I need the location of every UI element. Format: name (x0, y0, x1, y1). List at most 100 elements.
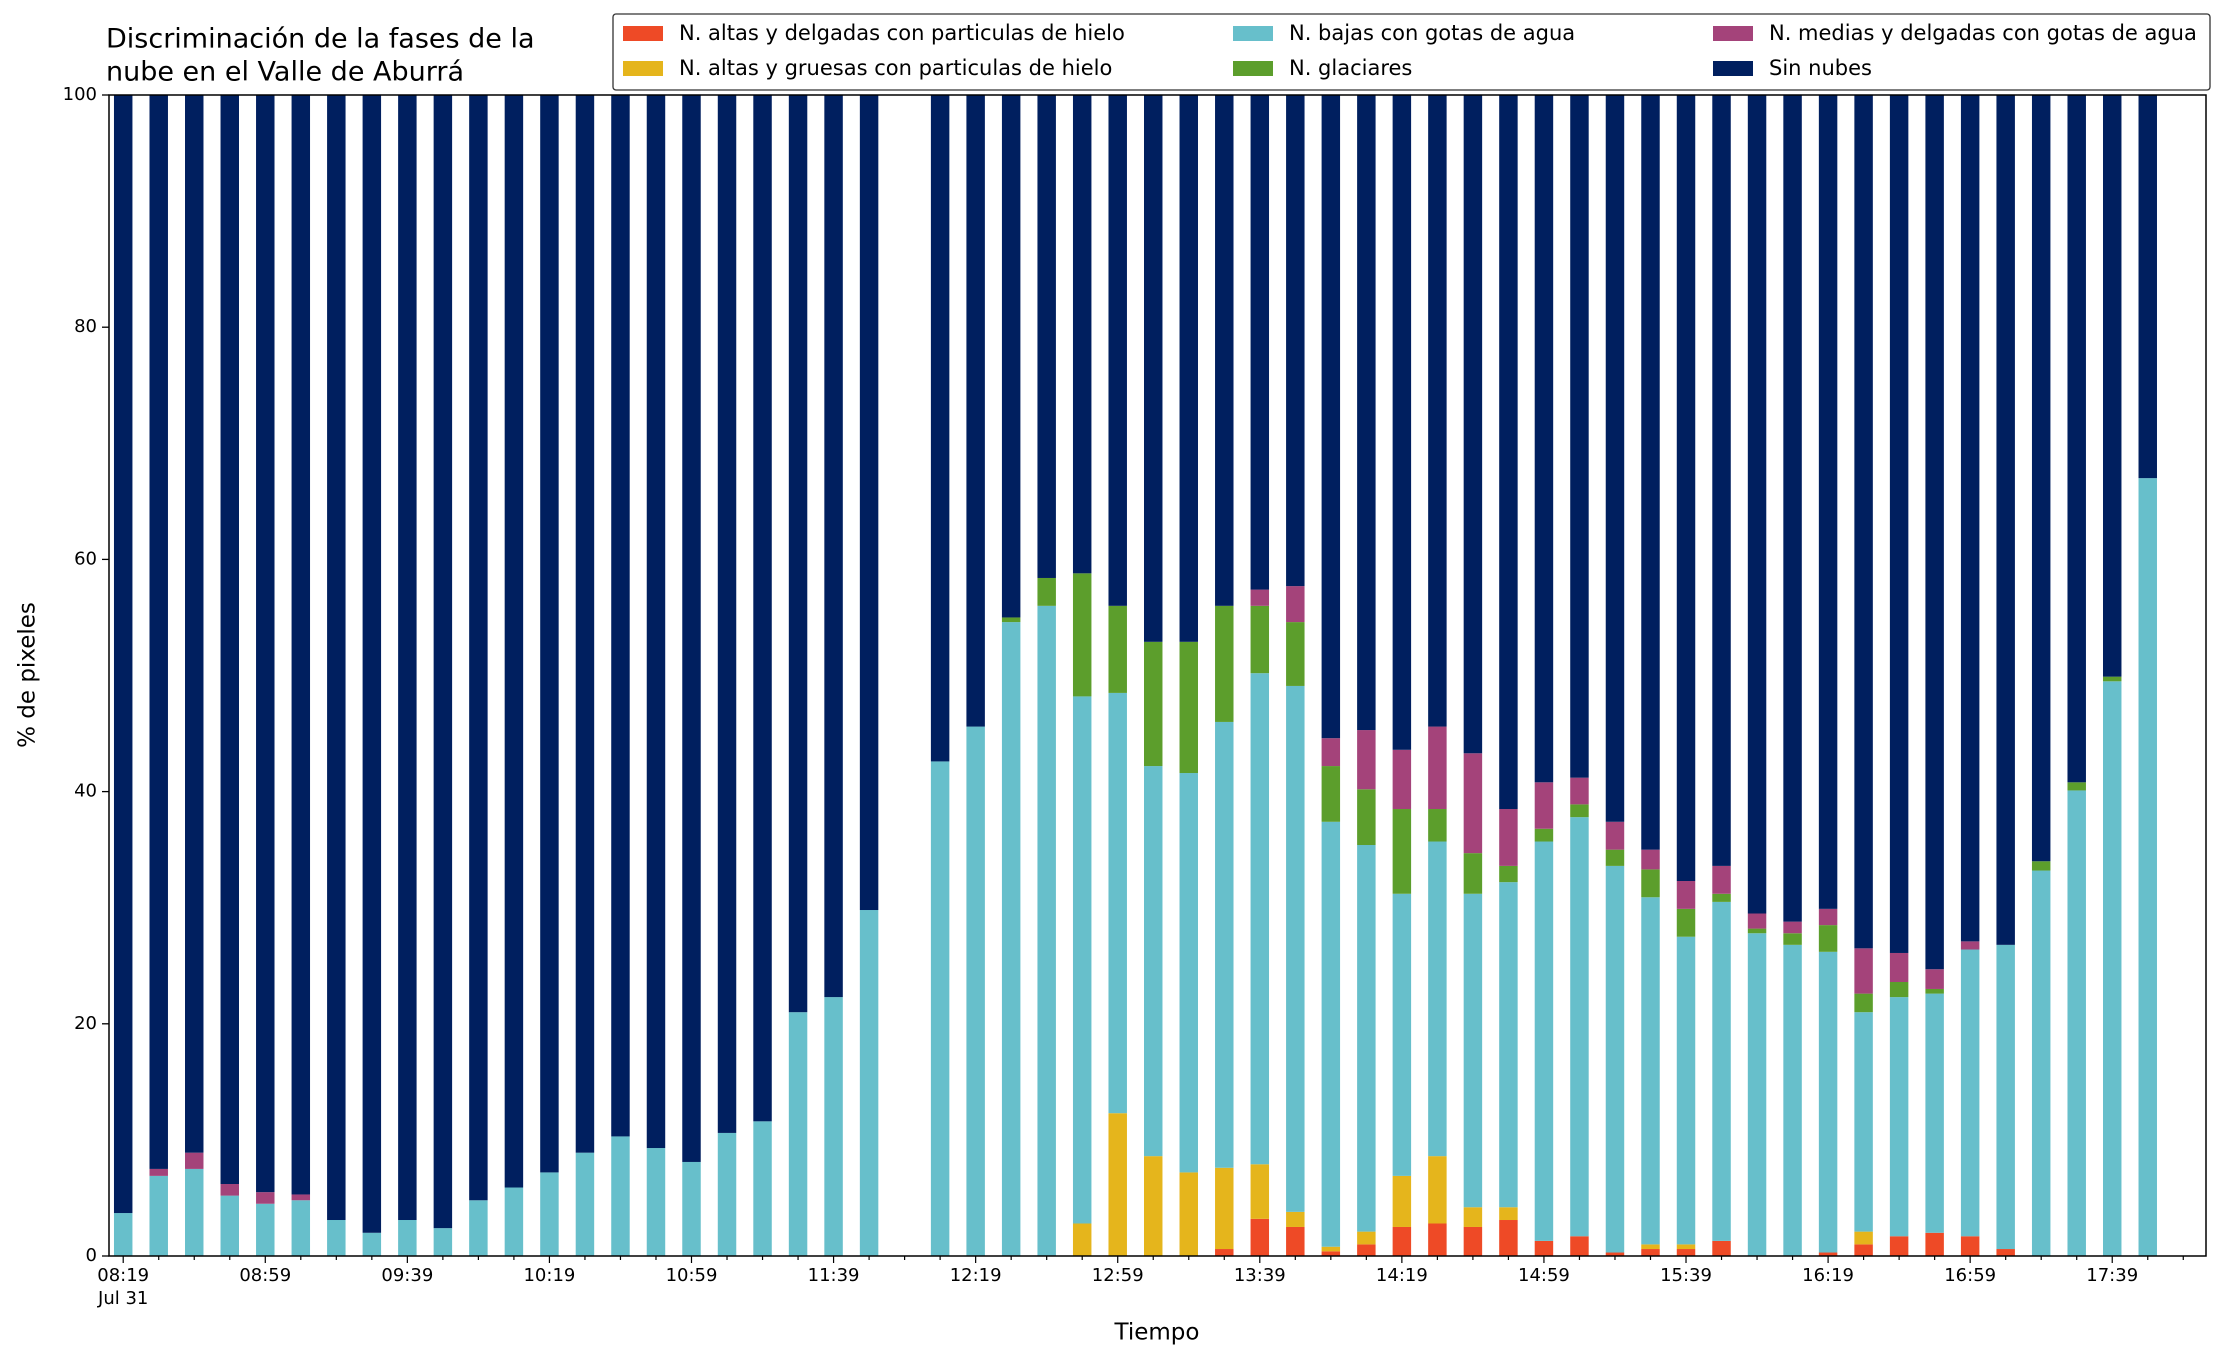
bar-segment (1250, 589, 1270, 606)
bar-segment (1463, 753, 1483, 854)
bar-segment (1357, 95, 1376, 731)
bar-segment (1818, 925, 1838, 952)
bar-segment (1499, 865, 1518, 883)
bar-segment (1108, 95, 1127, 606)
bar-segment (362, 1232, 382, 1256)
bar-segment (327, 1220, 346, 1256)
bar-segment (1854, 95, 1873, 949)
bar-segment (930, 95, 950, 762)
x-tick-label: 14:59 (1518, 1265, 1570, 1286)
bar-segment (1925, 988, 1944, 994)
bar-segment (1854, 993, 1873, 1013)
bar-segment (646, 95, 666, 1149)
legend-label: N. medias y delgadas con gotas de agua (1769, 21, 2197, 45)
legend-label: N. glaciares (1289, 56, 1412, 80)
legend-swatch (1233, 26, 1273, 41)
bar-segment (1783, 95, 1802, 922)
bar-segment (1641, 849, 1660, 870)
bar-segment (1037, 605, 1056, 1256)
bar-segment (256, 1192, 275, 1204)
bar-segment (1357, 1231, 1376, 1245)
bar-segment (824, 997, 843, 1256)
bar-segment (1108, 1113, 1127, 1256)
bar-segment (1499, 809, 1518, 866)
bar-segment (1676, 908, 1696, 937)
bar-segment (1357, 730, 1376, 790)
legend-label: N. bajas con gotas de agua (1289, 21, 1575, 45)
bar-segment (1712, 1240, 1731, 1256)
bar-segment (1392, 749, 1412, 810)
x-tick-label: 12:59 (1092, 1265, 1144, 1286)
bar-segment (1001, 617, 1021, 623)
bar-segment (1428, 726, 1447, 810)
bar-segment (2102, 681, 2122, 1256)
bar-segment (1215, 721, 1234, 1168)
bar-segment (398, 1220, 417, 1256)
x-tick-label: 16:59 (1944, 1265, 1996, 1286)
bar-segment (1250, 673, 1270, 1165)
bar-segment (1889, 952, 1909, 983)
legend-box (612, 13, 2211, 91)
bar-segment (1463, 1207, 1483, 1227)
bar-segment (1286, 622, 1305, 686)
bar-segment (1605, 95, 1625, 822)
bar-segment (2138, 95, 2157, 479)
bar-segment (1286, 685, 1305, 1212)
bar-segment (966, 726, 985, 1256)
bar-segment (1747, 913, 1767, 929)
bar-segment (1854, 1244, 1873, 1256)
bar-segment (1179, 95, 1198, 642)
bar-segment (1854, 1231, 1873, 1245)
bar-segment (1463, 95, 1483, 754)
bar-segment (1286, 1211, 1305, 1227)
bar-segment (1001, 95, 1021, 618)
bar-segment (1854, 1012, 1873, 1232)
bar-segment (1676, 1249, 1696, 1256)
bar-segment (1321, 1251, 1341, 1256)
bar-segment (220, 1195, 239, 1256)
legend-label: N. altas y gruesas con particulas de hie… (679, 56, 1112, 80)
bar-segment (1854, 948, 1873, 994)
bar-segment (2138, 478, 2157, 1256)
bar-segment (540, 95, 559, 1173)
bar-segment (1392, 1226, 1412, 1256)
bar-segment (1676, 936, 1696, 1245)
y-tick-label: 60 (74, 548, 97, 569)
bar-segment (1570, 817, 1589, 1237)
bar-segment (1250, 1218, 1270, 1256)
bar-segment (1960, 941, 1980, 950)
bar-segment (1428, 841, 1447, 1157)
bar-segment (930, 761, 950, 1256)
bar-segment (1641, 869, 1660, 898)
bar-segment (1676, 880, 1696, 909)
bar-segment (2067, 782, 2086, 791)
bar-segment (1570, 1236, 1589, 1256)
bar-segment (1641, 1249, 1660, 1256)
bar-segment (149, 1168, 168, 1176)
bar-segment (1250, 605, 1270, 674)
bar-segment (1357, 845, 1376, 1232)
bar-segment (1712, 893, 1731, 902)
bar-segment (1037, 577, 1056, 606)
bar-segment (2031, 95, 2051, 862)
bar-segment (1392, 893, 1412, 1176)
bar-segment (113, 1213, 133, 1256)
bar-segment (1925, 993, 1944, 1233)
bar-segment (611, 95, 630, 1137)
bar-segment (433, 1228, 453, 1256)
bar-segment (1286, 1226, 1305, 1256)
bar-segment (1321, 766, 1341, 822)
x-tick-label: 11:39 (808, 1265, 860, 1286)
bar-segment (1179, 1172, 1198, 1256)
bar-segment (1676, 1244, 1696, 1250)
legend-label: N. altas y delgadas con particulas de hi… (679, 21, 1125, 45)
bar-segment (1144, 641, 1163, 767)
bar-segment (1960, 1236, 1980, 1256)
bar-segment (788, 95, 808, 1013)
x-tick-label: 15:39 (1660, 1265, 1712, 1286)
bar-segment (1712, 865, 1731, 894)
bar-segment (1321, 738, 1341, 767)
bar-segment (1996, 1249, 2015, 1256)
bar-segment (1037, 95, 1056, 578)
bar-segment (1463, 893, 1483, 1208)
